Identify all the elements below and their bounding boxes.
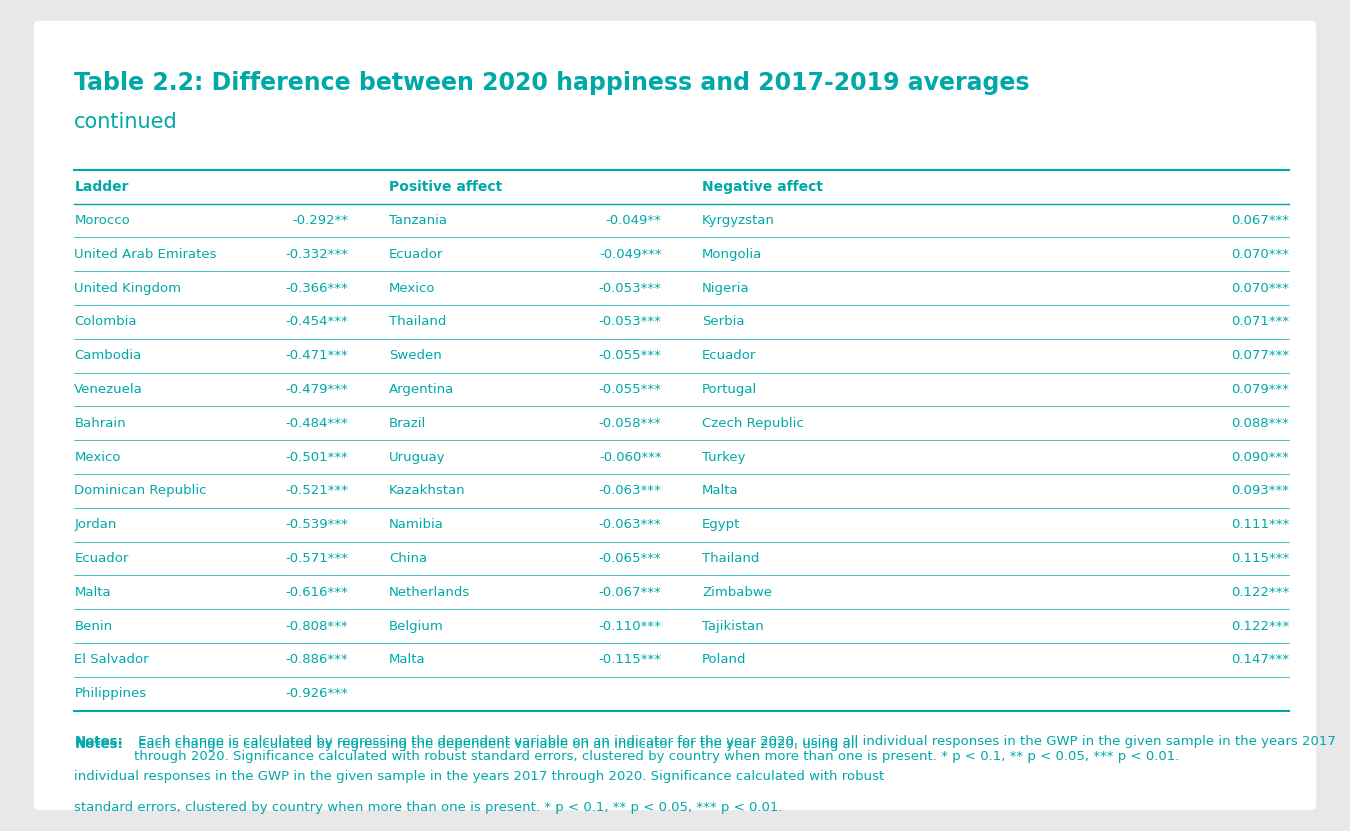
- Text: Sweden: Sweden: [389, 349, 441, 362]
- Text: Each change is calculated by regressing the dependent variable on an indicator f: Each change is calculated by regressing …: [134, 738, 857, 751]
- Text: -0.479***: -0.479***: [286, 383, 348, 396]
- Text: -0.501***: -0.501***: [285, 450, 348, 464]
- Text: Notes:: Notes:: [74, 738, 123, 751]
- Text: Ecuador: Ecuador: [389, 248, 443, 261]
- Text: Colombia: Colombia: [74, 316, 136, 328]
- Text: -0.521***: -0.521***: [285, 484, 348, 497]
- Text: Malta: Malta: [702, 484, 738, 497]
- Text: individual responses in the GWP in the given sample in the years 2017 through 20: individual responses in the GWP in the g…: [74, 770, 884, 783]
- Text: 0.079***: 0.079***: [1231, 383, 1289, 396]
- Text: -0.049***: -0.049***: [599, 248, 662, 261]
- Text: Ecuador: Ecuador: [702, 349, 756, 362]
- Text: Portugal: Portugal: [702, 383, 757, 396]
- Text: 0.088***: 0.088***: [1231, 417, 1289, 430]
- Text: -0.471***: -0.471***: [285, 349, 348, 362]
- Text: United Arab Emirates: United Arab Emirates: [74, 248, 217, 261]
- Text: -0.053***: -0.053***: [598, 282, 661, 294]
- Text: Philippines: Philippines: [74, 687, 146, 700]
- Text: 0.147***: 0.147***: [1231, 653, 1289, 666]
- Text: Brazil: Brazil: [389, 417, 427, 430]
- Text: 0.122***: 0.122***: [1231, 620, 1289, 632]
- Text: Ecuador: Ecuador: [74, 552, 128, 565]
- Text: Poland: Poland: [702, 653, 747, 666]
- Text: standard errors, clustered by country when more than one is present. * p < 0.1, : standard errors, clustered by country wh…: [74, 801, 783, 814]
- Text: 0.111***: 0.111***: [1231, 519, 1289, 531]
- Text: Notes:: Notes:: [74, 735, 123, 749]
- Text: Dominican Republic: Dominican Republic: [74, 484, 207, 497]
- Text: Czech Republic: Czech Republic: [702, 417, 803, 430]
- Text: 0.067***: 0.067***: [1231, 214, 1289, 227]
- Text: Jordan: Jordan: [74, 519, 116, 531]
- Text: -0.063***: -0.063***: [599, 484, 662, 497]
- Text: Thailand: Thailand: [389, 316, 446, 328]
- Text: Belgium: Belgium: [389, 620, 444, 632]
- Text: -0.366***: -0.366***: [286, 282, 348, 294]
- Text: -0.049**: -0.049**: [606, 214, 662, 227]
- Text: Tanzania: Tanzania: [389, 214, 447, 227]
- Text: continued: continued: [74, 112, 178, 132]
- Text: -0.110***: -0.110***: [598, 620, 661, 632]
- Text: -0.065***: -0.065***: [599, 552, 662, 565]
- Text: Mexico: Mexico: [389, 282, 435, 294]
- Text: Malta: Malta: [74, 586, 111, 598]
- Text: Mexico: Mexico: [74, 450, 120, 464]
- Text: -0.332***: -0.332***: [285, 248, 348, 261]
- Text: Zimbabwe: Zimbabwe: [702, 586, 772, 598]
- Text: Tajikistan: Tajikistan: [702, 620, 764, 632]
- Text: Cambodia: Cambodia: [74, 349, 142, 362]
- Text: -0.053***: -0.053***: [598, 316, 661, 328]
- Text: -0.063***: -0.063***: [599, 519, 662, 531]
- Text: Morocco: Morocco: [74, 214, 130, 227]
- Text: -0.808***: -0.808***: [286, 620, 348, 632]
- Text: Argentina: Argentina: [389, 383, 454, 396]
- Text: Mongolia: Mongolia: [702, 248, 763, 261]
- Text: Kyrgyzstan: Kyrgyzstan: [702, 214, 775, 227]
- Text: -0.058***: -0.058***: [599, 417, 662, 430]
- Text: -0.454***: -0.454***: [286, 316, 348, 328]
- Text: -0.067***: -0.067***: [599, 586, 662, 598]
- Text: Each change is calculated by regressing the dependent variable on an indicator f: Each change is calculated by regressing …: [134, 735, 1335, 764]
- Text: -0.571***: -0.571***: [285, 552, 348, 565]
- Text: Bahrain: Bahrain: [74, 417, 126, 430]
- Text: El Salvador: El Salvador: [74, 653, 148, 666]
- Text: Kazakhstan: Kazakhstan: [389, 484, 466, 497]
- Text: Positive affect: Positive affect: [389, 180, 502, 194]
- Text: Turkey: Turkey: [702, 450, 745, 464]
- Text: 0.070***: 0.070***: [1231, 282, 1289, 294]
- Text: Ladder: Ladder: [74, 180, 128, 194]
- Text: -0.616***: -0.616***: [286, 586, 348, 598]
- Text: Netherlands: Netherlands: [389, 586, 470, 598]
- Text: -0.926***: -0.926***: [286, 687, 348, 700]
- Text: -0.055***: -0.055***: [598, 383, 661, 396]
- Text: Venezuela: Venezuela: [74, 383, 143, 396]
- Text: 0.070***: 0.070***: [1231, 248, 1289, 261]
- Text: China: China: [389, 552, 427, 565]
- Text: -0.115***: -0.115***: [598, 653, 661, 666]
- Text: -0.055***: -0.055***: [598, 349, 661, 362]
- Text: -0.060***: -0.060***: [599, 450, 662, 464]
- Text: Negative affect: Negative affect: [702, 180, 824, 194]
- Text: Egypt: Egypt: [702, 519, 740, 531]
- Text: Serbia: Serbia: [702, 316, 744, 328]
- Text: Namibia: Namibia: [389, 519, 444, 531]
- Text: -0.539***: -0.539***: [285, 519, 348, 531]
- Text: -0.292**: -0.292**: [292, 214, 348, 227]
- Text: Nigeria: Nigeria: [702, 282, 749, 294]
- Text: 0.115***: 0.115***: [1231, 552, 1289, 565]
- Text: Table 2.2: Difference between 2020 happiness and 2017-2019 averages: Table 2.2: Difference between 2020 happi…: [74, 71, 1030, 95]
- Text: 0.122***: 0.122***: [1231, 586, 1289, 598]
- Text: United Kingdom: United Kingdom: [74, 282, 181, 294]
- Text: Thailand: Thailand: [702, 552, 759, 565]
- Text: Malta: Malta: [389, 653, 425, 666]
- Text: 0.071***: 0.071***: [1231, 316, 1289, 328]
- Text: 0.090***: 0.090***: [1231, 450, 1289, 464]
- Text: Benin: Benin: [74, 620, 112, 632]
- Text: -0.886***: -0.886***: [286, 653, 348, 666]
- Text: Uruguay: Uruguay: [389, 450, 446, 464]
- Text: 0.093***: 0.093***: [1231, 484, 1289, 497]
- Text: -0.484***: -0.484***: [286, 417, 348, 430]
- Text: 0.077***: 0.077***: [1231, 349, 1289, 362]
